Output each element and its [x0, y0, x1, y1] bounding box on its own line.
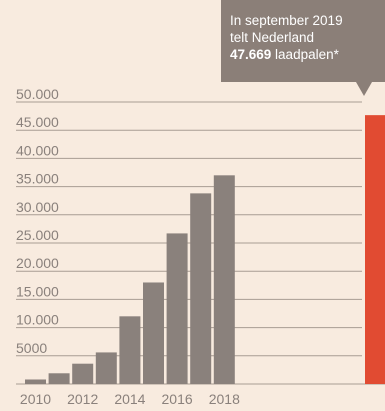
bar — [190, 193, 212, 384]
bar — [166, 233, 188, 384]
x-tick-labels: 2010 2012 2014 2016 2018 — [20, 391, 240, 407]
bar — [119, 316, 141, 384]
callout-box: In september 2019 telt Nederland 47.669 … — [221, 0, 385, 82]
bar — [213, 175, 235, 384]
y-tick-label: 5000 — [16, 340, 47, 356]
y-tick-label: 35.000 — [16, 171, 59, 187]
y-tick-label: 15.000 — [16, 283, 59, 299]
bar — [48, 373, 70, 384]
y-tick-label: 30.000 — [16, 199, 59, 215]
bars — [25, 115, 385, 384]
x-tick-label: 2014 — [114, 391, 145, 407]
y-tick-label: 50.000 — [16, 86, 59, 102]
x-tick-label: 2010 — [20, 391, 51, 407]
x-tick-label: 2016 — [162, 391, 193, 407]
y-tick-label: 45.000 — [16, 114, 59, 130]
y-tick-label: 40.000 — [16, 142, 59, 158]
y-tick-label: 20.000 — [16, 255, 59, 271]
callout-value: 47.669 — [230, 47, 272, 62]
bar — [95, 352, 117, 384]
callout-pointer — [356, 82, 372, 96]
y-tick-labels: 5000 10.000 15.000 20.000 25.000 30.000 35.000… — [16, 86, 59, 356]
bar — [72, 363, 94, 384]
y-tick-label: 10.000 — [16, 312, 59, 328]
callout-line-3: 47.669 laadpalen* — [230, 46, 385, 63]
bar — [143, 282, 164, 384]
x-tick-label: 2012 — [67, 391, 98, 407]
callout-line-1: In september 2019 — [230, 13, 343, 28]
callout-suffix: laadpalen* — [271, 47, 339, 62]
bar-highlight — [365, 115, 385, 384]
x-tick-label: 2018 — [209, 391, 240, 407]
bar — [25, 379, 46, 384]
y-tick-label: 25.000 — [16, 227, 59, 243]
callout-line-2: telt Nederland — [230, 30, 315, 45]
